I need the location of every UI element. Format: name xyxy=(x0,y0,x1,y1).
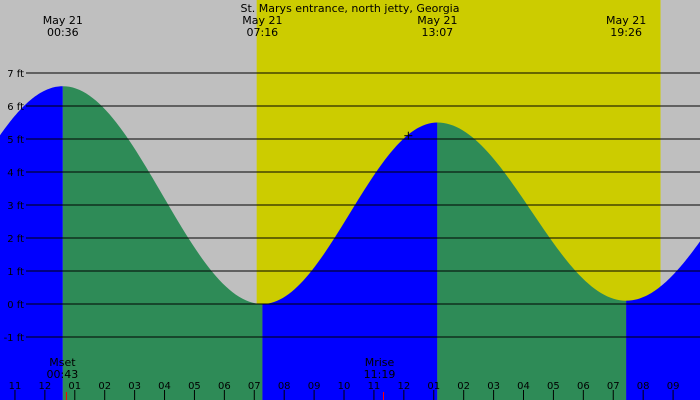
hour-tick-label: 06 xyxy=(218,381,231,392)
y-tick-label: 1 ft xyxy=(7,267,24,278)
moon-event-label: Mrise xyxy=(365,356,395,369)
hour-tick-label: 03 xyxy=(487,381,500,392)
extreme-date-label: May 21 xyxy=(43,14,83,27)
extreme-date-label: May 21 xyxy=(242,14,282,27)
hour-tick-label: 05 xyxy=(547,381,560,392)
y-tick-label: 7 ft xyxy=(7,69,24,80)
hour-tick-label: 02 xyxy=(457,381,470,392)
hour-tick-label: 07 xyxy=(607,381,620,392)
moon-event-label: Mset xyxy=(49,356,76,369)
hour-tick-label: 09 xyxy=(308,381,321,392)
extreme-date-label: May 21 xyxy=(417,14,457,27)
hour-tick-label: 12 xyxy=(397,381,410,392)
extreme-date-label: May 21 xyxy=(606,14,646,27)
hour-tick-label: 01 xyxy=(427,381,440,392)
y-tick-label: 6 ft xyxy=(7,102,24,113)
rising-tide-area xyxy=(626,241,700,400)
hour-tick-label: 08 xyxy=(637,381,650,392)
y-tick-label: -1 ft xyxy=(4,333,24,344)
falling-tide-area xyxy=(62,86,263,400)
hour-tick-label: 10 xyxy=(338,381,351,392)
extreme-time-label: 13:07 xyxy=(421,26,453,39)
hour-tick-label: 08 xyxy=(278,381,291,392)
extreme-time-label: 07:16 xyxy=(246,26,278,39)
hour-tick-label: 05 xyxy=(188,381,201,392)
hour-tick-label: 03 xyxy=(128,381,141,392)
hour-tick-label: 07 xyxy=(248,381,261,392)
extreme-time-label: 19:26 xyxy=(610,26,642,39)
y-tick-label: 0 ft xyxy=(7,300,24,311)
chart-title: St. Marys entrance, north jetty, Georgia xyxy=(241,2,460,15)
y-tick-label: 3 ft xyxy=(7,201,24,212)
rising-tide-area xyxy=(262,122,438,400)
rising-tide-area xyxy=(0,86,63,400)
hour-tick-label: 06 xyxy=(577,381,590,392)
moon-event-time: 11:19 xyxy=(364,368,396,381)
y-tick-label: 4 ft xyxy=(7,168,24,179)
y-tick-label: 5 ft xyxy=(7,135,24,146)
hour-tick-label: 09 xyxy=(667,381,680,392)
falling-tide-area xyxy=(437,122,627,400)
hour-tick-label: 11 xyxy=(9,381,22,392)
y-tick-label: 2 ft xyxy=(7,234,24,245)
hour-tick-label: 11 xyxy=(368,381,381,392)
hour-tick-label: 04 xyxy=(517,381,530,392)
extreme-time-label: 00:36 xyxy=(47,26,79,39)
hour-tick-label: 12 xyxy=(39,381,52,392)
hour-tick-label: 04 xyxy=(158,381,171,392)
hour-tick-label: 01 xyxy=(68,381,81,392)
hour-tick-label: 02 xyxy=(98,381,111,392)
moon-event-time: 00:43 xyxy=(47,368,79,381)
